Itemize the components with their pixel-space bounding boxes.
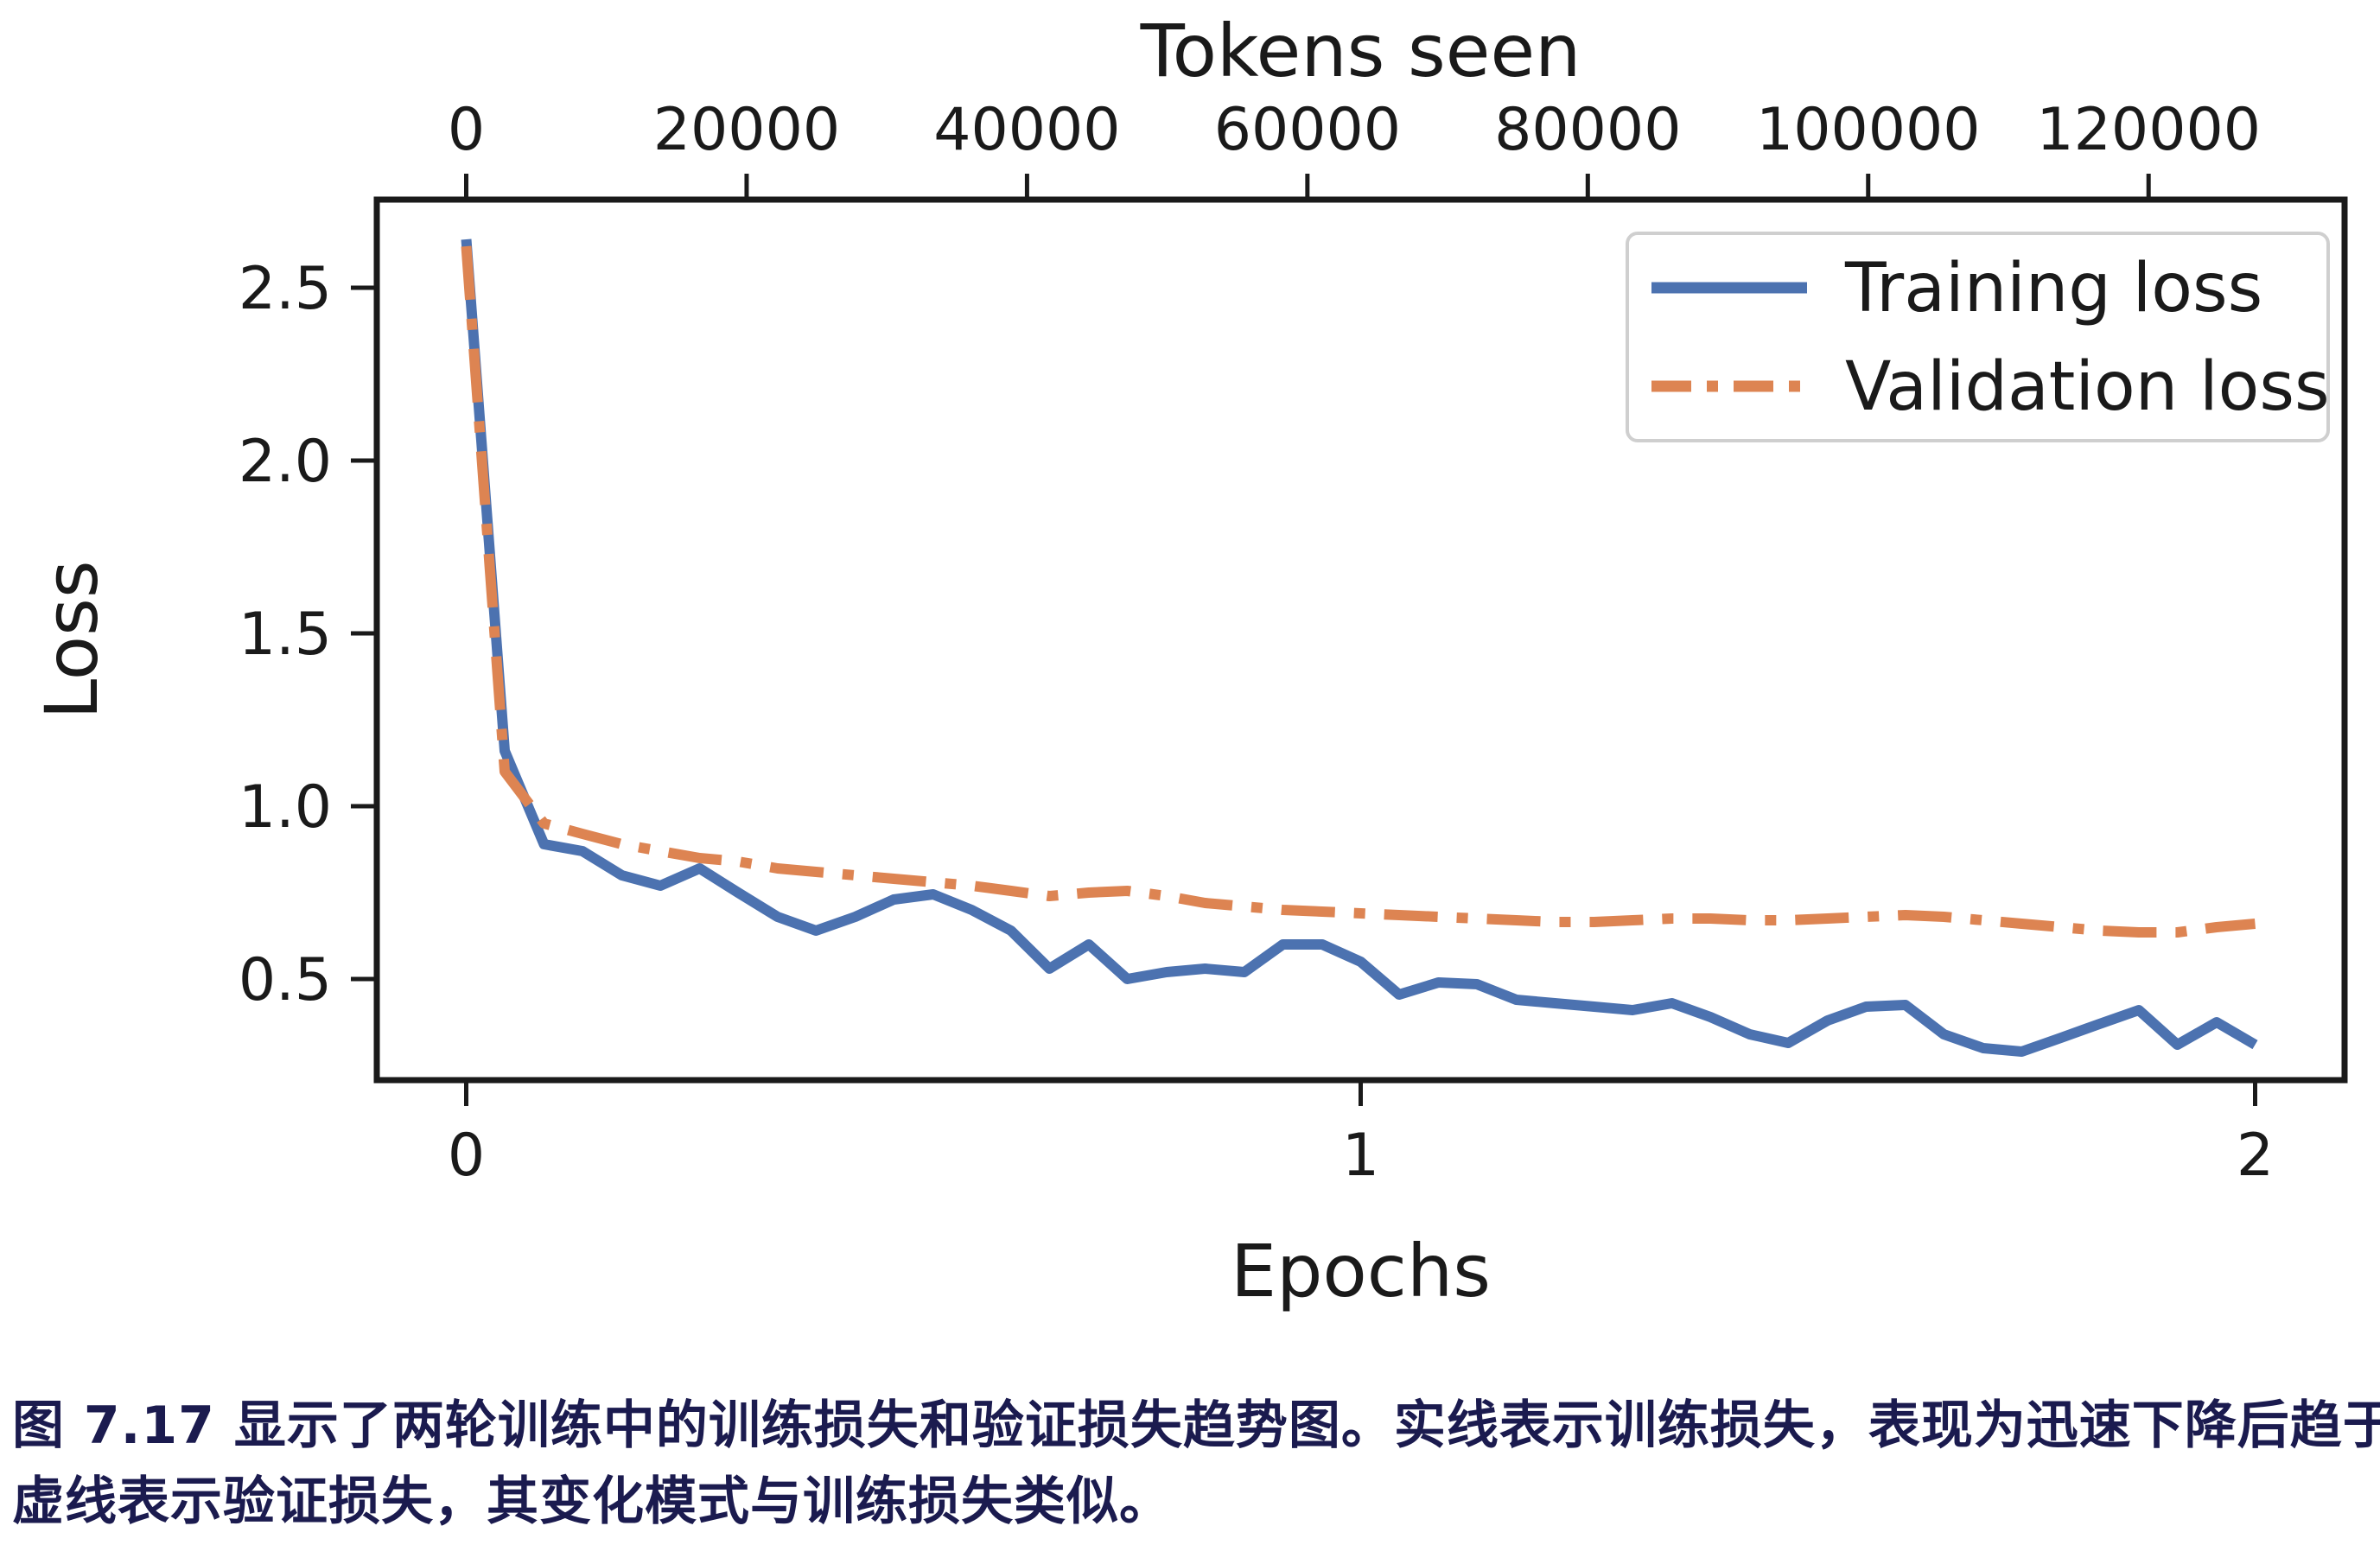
top-tick-label: 20000 [653, 96, 840, 164]
top-tick-label: 40000 [933, 96, 1120, 164]
bottom-axis-title: Epochs [1231, 1229, 1491, 1313]
figure-caption-line1: 图 7.17 显示了两轮训练中的训练损失和验证损失趋势图。实线表示训练损失，表现… [12, 1396, 2380, 1456]
bottom-tick-label: 2 [2237, 1122, 2274, 1190]
top-tick-label: 120000 [2036, 96, 2261, 164]
y-tick-label: 2.0 [239, 428, 332, 496]
top-tick-label: 60000 [1214, 96, 1401, 164]
top-tick-label: 100000 [1756, 96, 1981, 164]
top-axis-title: Tokens seen [1140, 9, 1581, 93]
y-tick-label: 0.5 [239, 946, 332, 1014]
validation-loss-line [461, 245, 2256, 938]
loss-figure: Tokens seen 0 20000 40000 60000 80000 100000 12… [29, 9, 2348, 1313]
training-loss-line [461, 238, 2258, 1057]
bottom-tick-label: 0 [448, 1122, 485, 1190]
y-tick-label: 2.5 [239, 255, 332, 323]
top-tick-label: 80000 [1494, 96, 1681, 164]
y-tick-label: 1.5 [239, 601, 332, 669]
top-tick-label: 0 [448, 96, 485, 164]
figure-caption: 图 7.17 显示了两轮训练中的训练损失和验证损失趋势图。实线表示训练损失，表现… [12, 1388, 2380, 1540]
figure-caption-line2: 虚线表示验证损失，其变化模式与训练损失类似。 [12, 1472, 1172, 1532]
bottom-tick-label: 1 [1342, 1122, 1379, 1190]
legend-validation-label: Validation loss [1845, 348, 2330, 426]
legend-training-label: Training loss [1844, 250, 2262, 327]
y-tick-label: 1.0 [239, 773, 332, 842]
y-axis-title: Loss [29, 560, 114, 719]
